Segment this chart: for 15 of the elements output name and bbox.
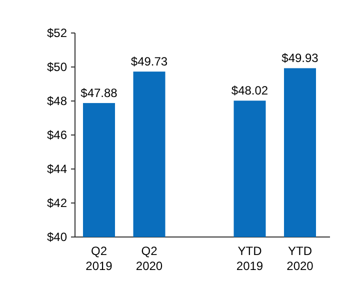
y-tick-label: $50 bbox=[46, 60, 68, 74]
y-tick-label: $42 bbox=[46, 196, 68, 210]
x-tick-label: YTD 2020 bbox=[286, 244, 314, 273]
data-label: $49.93 bbox=[282, 51, 319, 66]
x-tick-label: Q2 2019 bbox=[86, 244, 113, 273]
y-tick-label: $44 bbox=[46, 162, 68, 176]
y-tick-label: $48 bbox=[46, 94, 68, 108]
data-label: $48.02 bbox=[231, 84, 268, 98]
data-label: $49.73 bbox=[130, 54, 168, 69]
y-tick-label: $40 bbox=[46, 230, 68, 244]
y-tick-label: $46 bbox=[46, 128, 68, 142]
x-tick-label: YTD 2019 bbox=[236, 244, 264, 273]
y-tick-label: $52 bbox=[46, 26, 68, 40]
x-tick-label: Q2 2020 bbox=[136, 244, 163, 273]
data-label: $47.88 bbox=[80, 86, 118, 100]
